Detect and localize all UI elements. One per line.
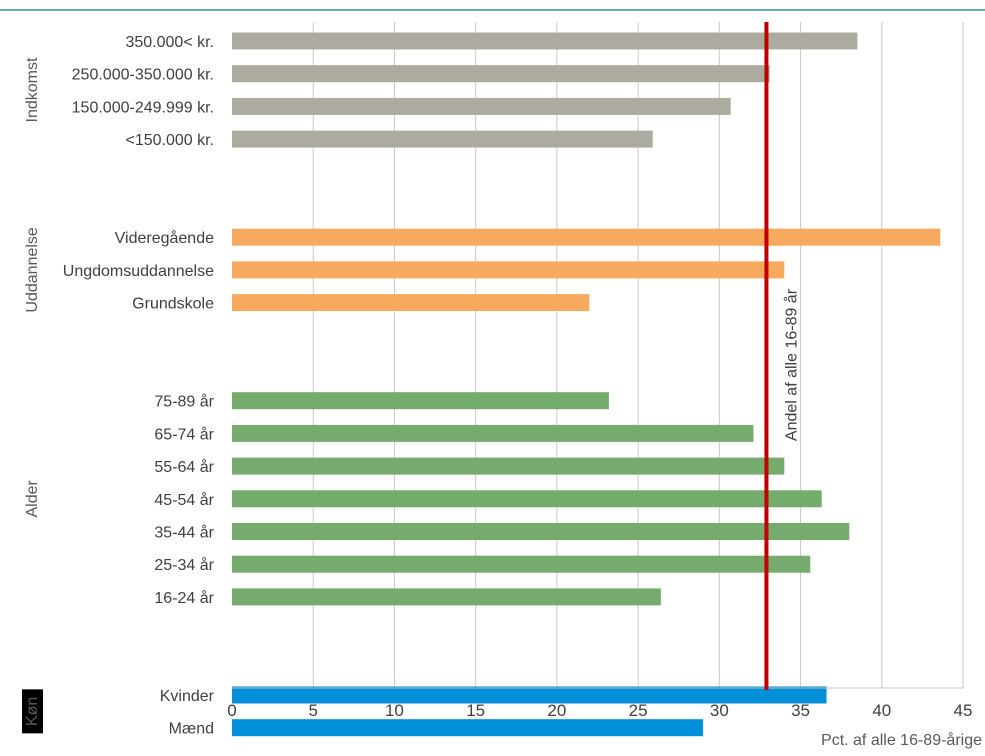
group-label-2: Alder [24,479,41,517]
category-label-1-1: Ungdomsuddannelse [63,263,214,280]
x-axis-title: Pct. af alle 16-89-årige [821,731,982,749]
bar-1-2 [232,294,590,312]
category-label-0-0: 350.000< kr. [125,34,214,51]
x-tick-label-7: 35 [791,701,810,720]
bar-2-0 [232,392,609,410]
bar-1-1 [232,261,785,279]
x-tick-label-4: 20 [547,701,566,720]
category-label-1-0: Videregående [115,229,214,247]
category-label-0-3: <150.000 kr. [125,132,214,149]
bar-2-6 [232,588,661,606]
category-label-2-1: 65-74 år [154,425,214,443]
group-label-3: Køn [24,697,41,726]
category-label-0-2: 150.000-249.999 kr. [72,99,214,116]
category-label-3-0: Kvinder [160,688,215,705]
group-label-0: Indkomst [24,57,41,122]
category-label-1-2: Grundskole [132,296,214,313]
bar-3-0 [232,686,827,704]
category-label-3-1: Mænd [169,721,214,738]
x-tick-label-8: 40 [872,701,891,720]
bar-0-3 [232,130,653,148]
category-label-2-4: 35-44 år [154,524,214,542]
bar-2-3 [232,490,822,508]
x-tick-label-3: 15 [466,701,485,720]
bar-2-4 [232,523,850,540]
bar-2-1 [232,424,754,442]
group-label-1: Uddannelse [24,227,41,313]
bar-0-0 [232,32,858,50]
x-tick-label-0: 0 [227,701,236,720]
bar-3-1 [232,719,704,737]
bar-1-0 [232,228,941,246]
category-label-0-1: 250.000-350.000 kr. [72,67,214,84]
bar-2-5 [232,555,811,573]
reference-line-label: Andel af alle 16-89 år [782,288,800,441]
x-tick-label-2: 10 [385,701,404,720]
category-label-2-3: 45-54 år [154,491,214,509]
x-tick-label-6: 30 [710,701,729,720]
bar-0-2 [232,97,731,115]
category-label-2-0: 75-89 år [154,393,214,411]
x-tick-label-9: 45 [954,701,973,720]
x-tick-label-1: 5 [308,701,317,720]
x-tick-label-5: 25 [629,701,648,720]
category-label-2-6: 16-24 år [154,589,214,607]
group-label-box-3 [22,689,43,734]
bar-2-2 [232,457,785,475]
category-label-2-5: 25-34 år [154,556,214,574]
bar-0-1 [232,65,770,83]
category-label-2-2: 55-64 år [154,458,214,476]
